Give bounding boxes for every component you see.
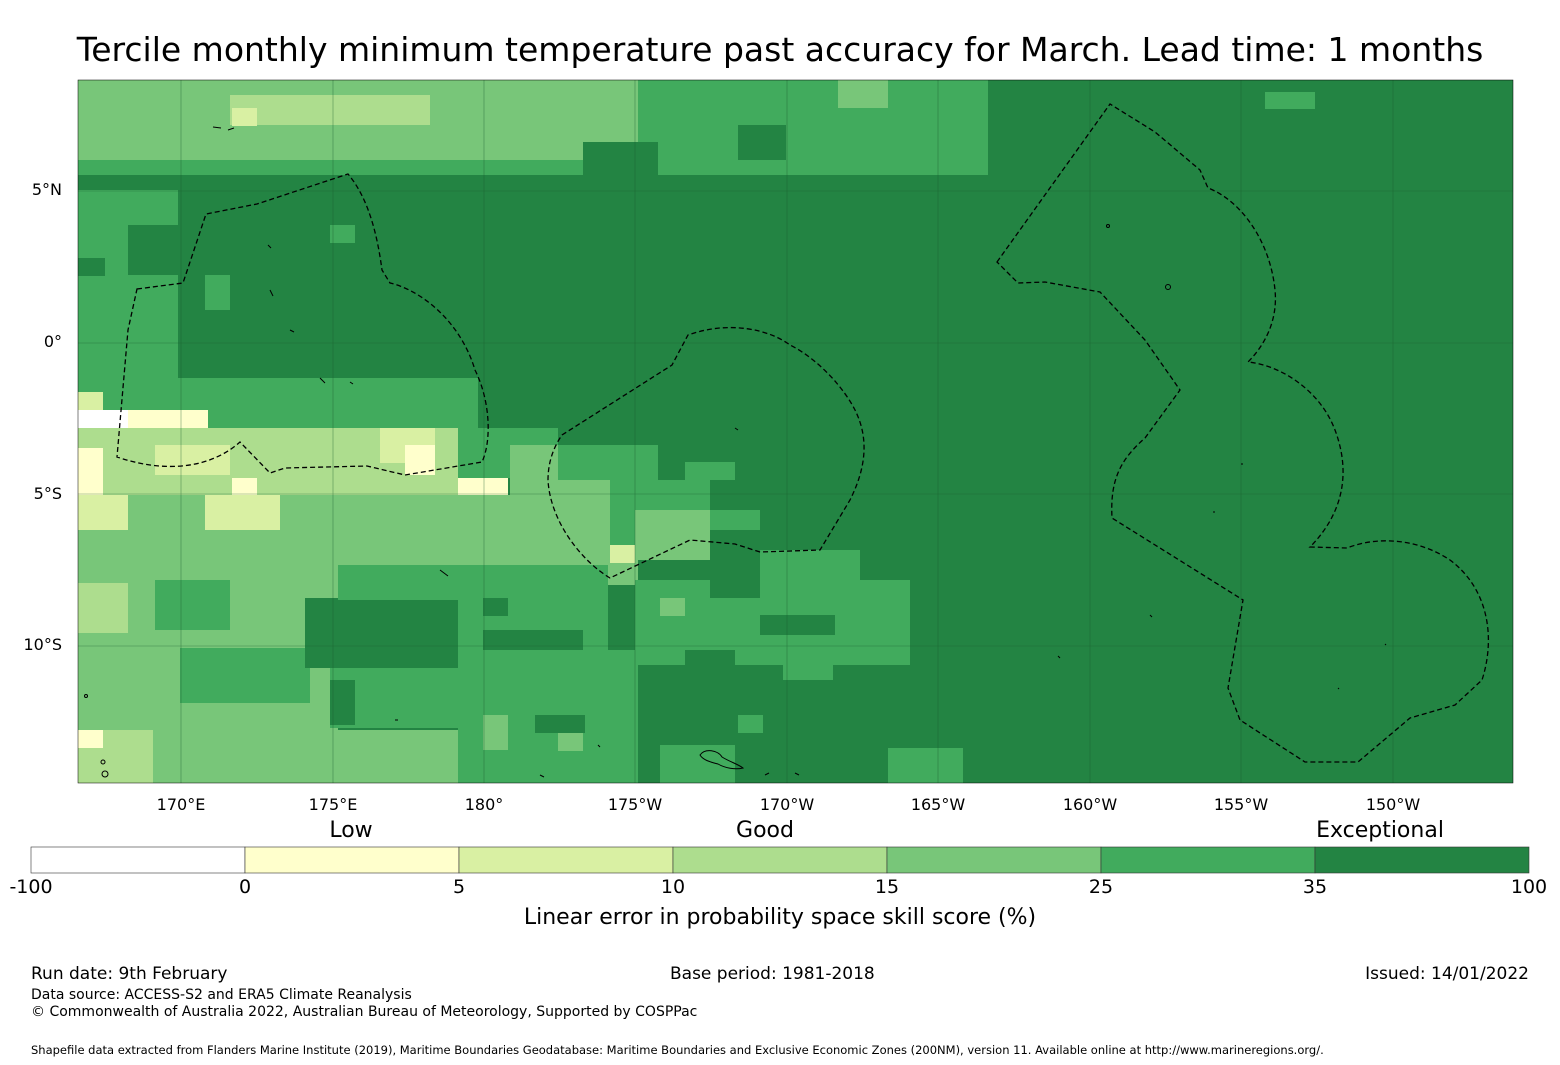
shapefile-credit: Shapefile data extracted from Flanders M… bbox=[31, 1043, 1324, 1057]
colorbar-swatch bbox=[886, 846, 1102, 874]
lat-label: 10°S bbox=[23, 635, 62, 654]
colorbar-swatch bbox=[244, 846, 460, 874]
colorbar bbox=[30, 846, 1530, 874]
base-period: Base period: 1981-2018 bbox=[670, 964, 875, 984]
colorbar-tick: -100 bbox=[9, 876, 53, 898]
colorbar-tick: 0 bbox=[238, 876, 252, 898]
lon-label: 170°E bbox=[156, 795, 206, 814]
category-exceptional: Exceptional bbox=[1316, 818, 1444, 843]
eez-kiribati-gilbert bbox=[116, 173, 489, 476]
lon-label: 175°E bbox=[308, 795, 358, 814]
run-date: Run date: 9th February bbox=[31, 964, 228, 984]
skill-region-west bbox=[78, 80, 1513, 783]
lon-label: 180° bbox=[464, 795, 504, 814]
colorbar-tick: 25 bbox=[1088, 876, 1114, 898]
lon-label: 160°W bbox=[1062, 795, 1118, 814]
colorbar-tick: 10 bbox=[660, 876, 686, 898]
lon-label: 150°W bbox=[1365, 795, 1421, 814]
eez-tokelau bbox=[547, 326, 865, 579]
colorbar-swatch bbox=[30, 846, 246, 874]
colorbar-tick: 100 bbox=[1510, 876, 1548, 898]
lon-label: 155°W bbox=[1213, 795, 1269, 814]
colorbar-tick: 35 bbox=[1302, 876, 1328, 898]
eez-boundaries bbox=[116, 103, 1490, 763]
colorbar-swatch bbox=[458, 846, 674, 874]
data-source: Data source: ACCESS-S2 and ERA5 Climate … bbox=[31, 987, 412, 1003]
category-good: Good bbox=[736, 818, 794, 843]
lon-label: 165°W bbox=[910, 795, 966, 814]
issued-date: Issued: 14/01/2022 bbox=[1365, 964, 1529, 984]
eez-kiribati-line bbox=[996, 103, 1490, 763]
map-frame bbox=[77, 79, 1514, 784]
colorbar-tick: 5 bbox=[452, 876, 466, 898]
lat-label: 0° bbox=[43, 332, 62, 351]
copyright: © Commonwealth of Australia 2022, Austra… bbox=[31, 1004, 698, 1020]
lon-label: 175°W bbox=[607, 795, 663, 814]
islands bbox=[84, 126, 1387, 778]
colorbar-tick: 15 bbox=[874, 876, 900, 898]
samoa-island-icon bbox=[699, 750, 745, 770]
graticule bbox=[78, 80, 1513, 783]
category-low: Low bbox=[329, 818, 373, 843]
lat-label: 5°S bbox=[33, 484, 62, 503]
lat-label: 5°N bbox=[31, 180, 62, 199]
colorbar-title: Linear error in probability space skill … bbox=[523, 905, 1037, 930]
lon-label: 170°W bbox=[759, 795, 815, 814]
colorbar-swatch bbox=[1314, 846, 1530, 874]
colorbar-swatch bbox=[1100, 846, 1316, 874]
chart-title: Tercile monthly minimum temperature past… bbox=[76, 30, 1484, 69]
colorbar-swatch bbox=[672, 846, 888, 874]
